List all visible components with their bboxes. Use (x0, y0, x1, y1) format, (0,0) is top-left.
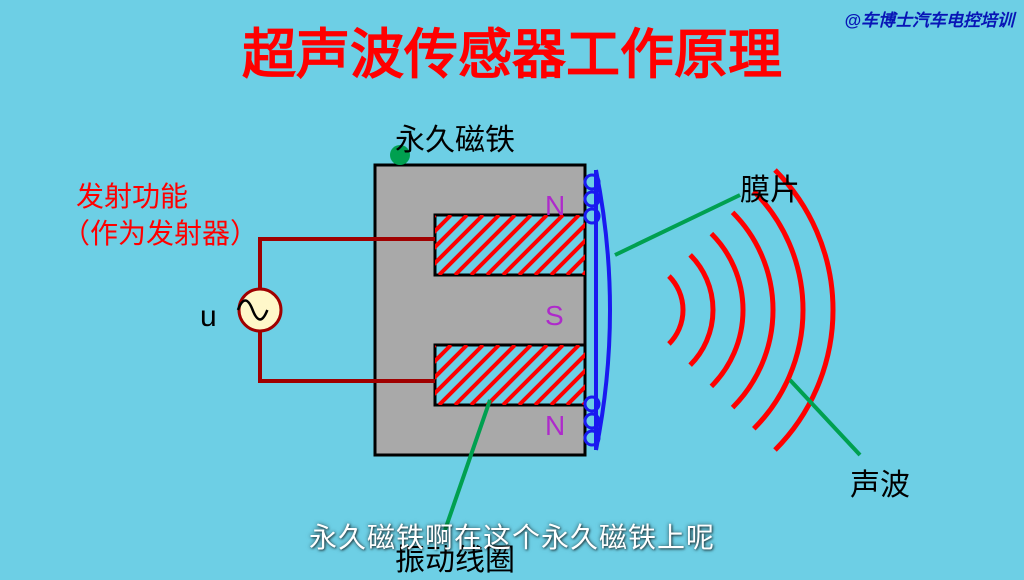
sound-wave-arc (733, 212, 773, 407)
pole-N-bot: N (545, 410, 565, 442)
label-voltage-u: u (200, 300, 217, 334)
label-emit-function: 发射功能 (76, 175, 188, 215)
sound-wave-arc (754, 191, 803, 429)
label-membrane: 膜片 (740, 165, 800, 209)
label-emit-function-2: （作为发射器） (62, 212, 258, 252)
watermark: @车博士汽车电控培训 (844, 6, 1014, 31)
pole-S-mid: S (545, 300, 564, 332)
diagram-canvas: 超声波传感器工作原理 @车博士汽车电控培训 发射功能 （作为发射器） 永久磁铁 … (0, 0, 1024, 580)
sound-wave-arc (711, 234, 743, 387)
ac-source (239, 289, 281, 331)
sound-wave-arc (669, 276, 683, 344)
pole-N-top: N (545, 190, 565, 222)
label-sound-wave: 声波 (850, 460, 910, 504)
video-subtitle: 永久磁铁啊在这个永久磁铁上呢 (0, 516, 1024, 556)
label-permanent-magnet: 永久磁铁 (395, 115, 515, 159)
sound-wave-arc (690, 255, 713, 365)
